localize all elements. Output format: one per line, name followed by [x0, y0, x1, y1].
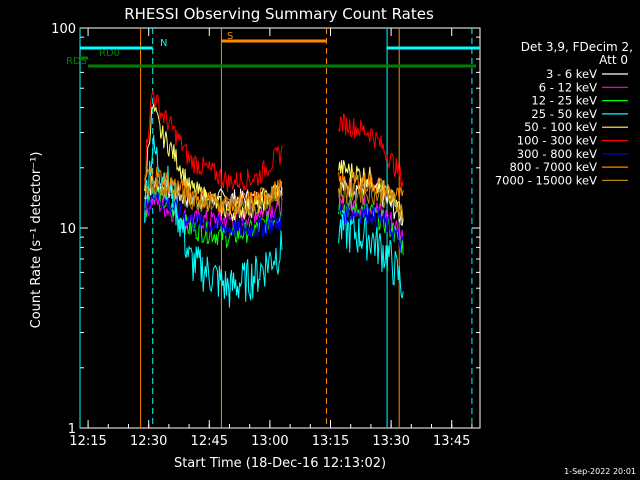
y-axis-label: Count Rate (s⁻¹ detector⁻¹) [29, 152, 44, 329]
series-line [144, 186, 283, 238]
flag-label-n: N [160, 38, 167, 49]
series-line [338, 182, 404, 221]
series-line [144, 176, 283, 217]
series-line [338, 201, 404, 251]
legend-label: 50 - 100 keV [524, 120, 597, 134]
y-tick-label: 10 [59, 222, 76, 237]
x-tick-label: 13:45 [433, 434, 470, 449]
series-line [338, 210, 404, 299]
legend-label: 800 - 7000 keV [509, 160, 597, 174]
flag-label-s: S [227, 31, 233, 42]
x-tick-label: 13:15 [312, 434, 349, 449]
legend-header-line-1: Det 3,9, FDecim 2, [521, 40, 633, 54]
x-axis-label: Start Time (18-Dec-16 12:13:02) [174, 456, 386, 471]
legend-label: 12 - 25 keV [531, 94, 597, 108]
x-tick-label: 13:30 [372, 434, 409, 449]
timestamp: 1-Sep-2022 20:01 [564, 467, 636, 476]
x-tick-label: 12:45 [191, 434, 228, 449]
legend-label: 7000 - 15000 keV [495, 173, 597, 187]
series-line [144, 90, 283, 192]
legend-label: 6 - 12 keV [539, 80, 597, 94]
series-line [338, 113, 404, 190]
series-line [144, 192, 283, 230]
flag-label-rd0: RD0 [99, 48, 120, 59]
legend-label: 3 - 6 keV [546, 67, 597, 81]
legend-label: 100 - 300 keV [517, 134, 597, 148]
x-tick-label: 13:00 [251, 434, 288, 449]
flag-label-rds: RDS [66, 56, 87, 67]
y-tick-label: 100 [51, 22, 76, 37]
legend-label: 25 - 50 keV [531, 107, 597, 121]
chart-title: RHESSI Observing Summary Count Rates [124, 5, 434, 23]
plot-layer: 1 10 100 12:15 12:30 12:45 13:00 13:15 13:30 13:4… [51, 22, 481, 449]
x-tick-label: 12:30 [130, 434, 167, 449]
x-tick-label: 12:15 [69, 434, 106, 449]
legend-label: 300 - 800 keV [517, 147, 597, 161]
legend-header-line-2: Att 0 [599, 53, 628, 67]
y-tick-label: 1 [68, 422, 76, 437]
series-line [338, 196, 404, 256]
series-line [144, 185, 283, 248]
series-line [338, 171, 404, 201]
